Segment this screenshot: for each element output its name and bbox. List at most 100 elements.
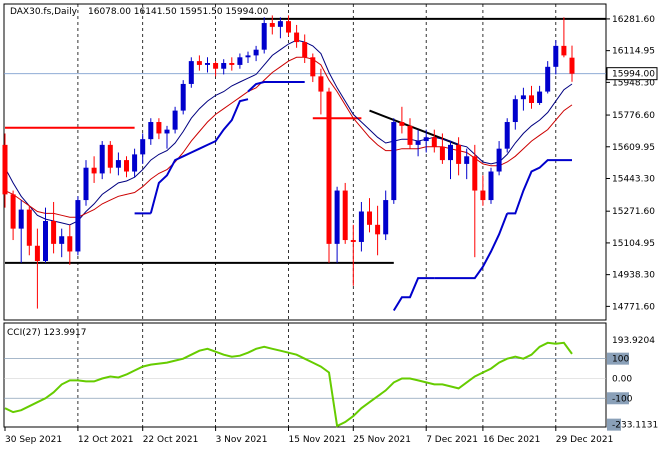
price-tick-label: 15104.95 bbox=[612, 239, 655, 249]
time-axis: 30 Sep 2021 12 Oct 2021 22 Oct 2021 3 Nov 2… bbox=[4, 427, 613, 445]
candle-down bbox=[124, 160, 129, 172]
cci-title: CCI(27) 123.9917 bbox=[7, 328, 87, 338]
candle-up bbox=[545, 66, 551, 92]
candle-down bbox=[51, 221, 57, 244]
cci-level-box bbox=[607, 352, 629, 365]
blue-trend-segment bbox=[149, 98, 249, 214]
candle-down bbox=[431, 137, 437, 147]
cci-tick-label: -233.1131 bbox=[612, 421, 658, 431]
candle-up bbox=[245, 55, 251, 58]
ema-red-line bbox=[4, 56, 573, 218]
candle-down bbox=[375, 224, 381, 235]
candle-up bbox=[464, 156, 470, 164]
blue-trend-layer bbox=[134, 81, 572, 312]
candle-down bbox=[213, 63, 219, 69]
time-tick-label: 7 Dec 2021 bbox=[426, 435, 478, 445]
candle-up bbox=[261, 23, 267, 50]
candle-up bbox=[43, 221, 48, 261]
cci-tick-label: 0.00 bbox=[612, 374, 632, 384]
price-tick-label: 14771.60 bbox=[612, 302, 655, 312]
blue-trend-segment bbox=[507, 159, 572, 215]
candle-up bbox=[253, 49, 259, 56]
candle-down bbox=[367, 211, 372, 225]
candle-up bbox=[423, 137, 429, 142]
cci-level-box bbox=[607, 418, 621, 431]
price-tick-label: 15443.30 bbox=[612, 175, 655, 185]
time-tick-label: 22 Oct 2021 bbox=[143, 435, 199, 445]
candle-up bbox=[512, 99, 518, 123]
cci-tick-label: 100 bbox=[612, 355, 629, 365]
price-tick-label: 16114.95 bbox=[612, 47, 655, 57]
candle-down bbox=[229, 63, 235, 65]
candle-up bbox=[59, 236, 65, 244]
candle-up bbox=[358, 211, 364, 242]
candle-up bbox=[188, 61, 194, 84]
candle-down bbox=[326, 91, 332, 244]
cci-layer: 193.9204 100 0.00 -100 -233.1131 bbox=[4, 336, 658, 431]
candle-up bbox=[140, 139, 146, 155]
candle-down bbox=[318, 76, 324, 92]
cci-level-box bbox=[607, 392, 629, 405]
candle-down bbox=[456, 144, 462, 164]
candle-up bbox=[148, 122, 154, 140]
candle-down bbox=[67, 236, 73, 252]
candle-up bbox=[334, 190, 340, 244]
price-tick-label: 15609.95 bbox=[612, 143, 655, 153]
time-tick-label: 30 Sep 2021 bbox=[5, 435, 62, 445]
current-price-box bbox=[606, 67, 658, 81]
candle-down bbox=[2, 144, 8, 195]
candle-up bbox=[553, 45, 559, 67]
price-tick-label: 14938.30 bbox=[612, 271, 655, 281]
price-tick-label: 15776.60 bbox=[612, 111, 655, 121]
candle-up bbox=[115, 160, 121, 168]
blue-trend-segment bbox=[247, 81, 305, 93]
candle-up bbox=[83, 167, 89, 201]
time-tick-label: 15 Nov 2021 bbox=[289, 435, 347, 445]
candle-down bbox=[310, 57, 316, 77]
candle-down bbox=[569, 57, 575, 74]
time-tick-label: 3 Nov 2021 bbox=[216, 435, 268, 445]
candle-up bbox=[504, 122, 510, 149]
candle-up bbox=[18, 209, 24, 229]
candle-down bbox=[407, 125, 413, 145]
candle-up bbox=[164, 129, 170, 134]
chart-header-ohlc: 16078.00 16141.50 15951.50 15994.00 bbox=[88, 7, 269, 17]
candle-down bbox=[34, 245, 40, 261]
current-price-label: 15994.00 bbox=[612, 70, 655, 80]
candle-down bbox=[91, 167, 97, 174]
candle-up bbox=[448, 144, 453, 161]
candle-up bbox=[277, 21, 283, 27]
candle-down bbox=[196, 61, 202, 65]
candle-up bbox=[537, 91, 543, 103]
candle-up bbox=[180, 83, 186, 111]
candle-up bbox=[132, 154, 138, 172]
candle-up bbox=[205, 63, 210, 65]
time-tick-label: 25 Nov 2021 bbox=[353, 435, 411, 445]
candle-down bbox=[439, 146, 445, 161]
candle-down bbox=[10, 194, 16, 229]
candle-up bbox=[221, 63, 227, 69]
candle-down bbox=[350, 240, 356, 242]
moving-averages bbox=[4, 39, 573, 226]
candle-down bbox=[529, 95, 534, 103]
blue-trend-segment bbox=[434, 213, 509, 280]
cci-tick-label: -100 bbox=[612, 394, 633, 404]
candle-down bbox=[286, 21, 291, 33]
candle-down bbox=[269, 23, 275, 27]
price-tick-label: 15948.30 bbox=[612, 78, 655, 88]
candle-up bbox=[172, 110, 178, 130]
price-tick-label: 15271.60 bbox=[612, 207, 655, 217]
candle-up bbox=[383, 200, 389, 235]
candle-down bbox=[399, 122, 405, 126]
candle-up bbox=[391, 122, 397, 201]
candle-down bbox=[302, 42, 308, 58]
time-tick-label: 16 Dec 2021 bbox=[483, 435, 541, 445]
price-tick-label: 16281.60 bbox=[612, 15, 655, 25]
cci-tick-label: 193.9204 bbox=[612, 336, 655, 346]
candle-down bbox=[294, 32, 300, 43]
candle-up bbox=[415, 141, 421, 145]
candle-down bbox=[561, 45, 567, 56]
candle-up bbox=[496, 148, 502, 172]
candle-down bbox=[156, 122, 162, 134]
candle-up bbox=[520, 95, 526, 100]
